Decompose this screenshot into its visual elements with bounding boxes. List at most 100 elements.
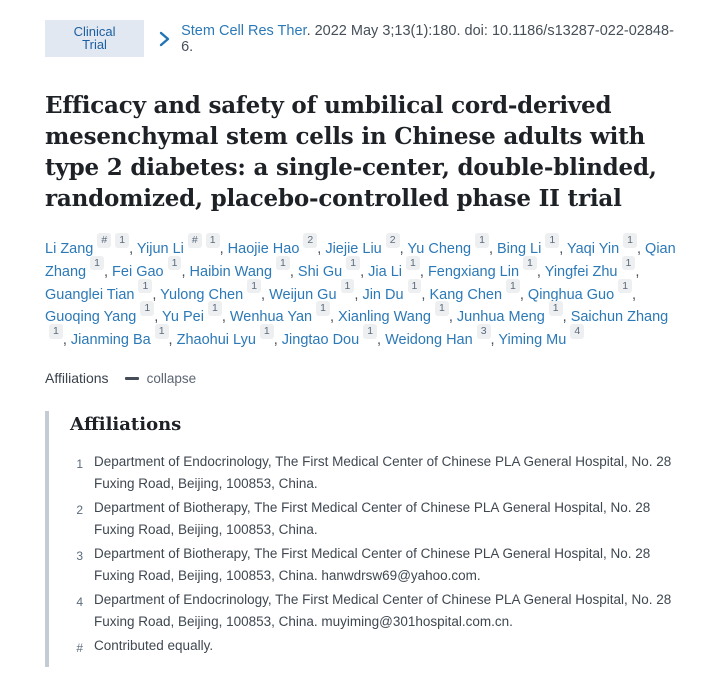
author: Jiejie Liu2,: [325, 233, 407, 257]
author-affiliation-superscript[interactable]: 4: [570, 324, 585, 339]
author-link[interactable]: Xianling Wang: [338, 309, 431, 326]
author-affiliation-superscript[interactable]: 1: [506, 278, 520, 294]
author-link[interactable]: Yijun Li: [136, 240, 184, 257]
author-link[interactable]: Weijun Gu: [269, 286, 337, 303]
author-superscripts: 1: [614, 278, 633, 302]
author-link[interactable]: Jin Du: [362, 286, 404, 303]
author-affiliation-superscript[interactable]: 1: [115, 233, 130, 248]
author-link[interactable]: Qian Zhang: [45, 240, 676, 280]
author-affiliation-superscript[interactable]: 1: [623, 233, 637, 248]
author-link[interactable]: Saichun Zhang: [570, 309, 669, 326]
author: Wenhua Yan1,: [229, 301, 338, 326]
author-link[interactable]: Fei Gao: [112, 263, 164, 280]
author-link[interactable]: Yu Pei: [162, 309, 204, 326]
author: Fei Gao1,: [112, 255, 190, 280]
author-affiliation-superscript[interactable]: 2: [303, 233, 318, 248]
author-link[interactable]: Yulong Chen: [160, 286, 244, 303]
author-link[interactable]: Wenhua Yan: [229, 309, 313, 326]
author-link[interactable]: Jianming Ba: [70, 332, 151, 349]
author: Junhua Meng1,: [456, 301, 571, 326]
author-superscripts: 1: [502, 278, 520, 302]
author-link[interactable]: Shi Gu: [297, 263, 343, 280]
author-link[interactable]: Yiming Mu: [498, 332, 567, 349]
author-affiliation-superscript[interactable]: 1: [523, 255, 537, 271]
author-link[interactable]: Qinghua Guo: [527, 286, 615, 303]
author-affiliation-superscript[interactable]: 1: [545, 233, 560, 248]
author-separator: ,: [219, 240, 224, 257]
author: Fengxiang Lin1,: [427, 255, 545, 280]
author-link[interactable]: Jiejie Liu: [325, 240, 382, 257]
author-separator: ,: [377, 332, 382, 349]
affiliation-item: 1 Department of Endocrinology, The First…: [70, 451, 679, 495]
author-affiliation-superscript[interactable]: 1: [138, 278, 153, 294]
author-link[interactable]: Yingfei Zhu: [544, 263, 618, 280]
author-affiliation-superscript[interactable]: 1: [259, 324, 274, 339]
author-link[interactable]: Li Zang: [45, 240, 94, 257]
author-affiliation-superscript[interactable]: 1: [316, 301, 330, 316]
author-affiliation-superscript[interactable]: 1: [167, 255, 182, 271]
author-link[interactable]: Fengxiang Lin: [427, 263, 520, 280]
author-link[interactable]: Jingtao Dou: [281, 332, 360, 349]
author-affiliation-superscript[interactable]: 1: [435, 301, 449, 316]
author-link[interactable]: Yu Cheng: [407, 240, 472, 257]
author-link[interactable]: Guanglei Tian: [45, 286, 135, 303]
author-link[interactable]: Zhaohui Lyu: [176, 332, 256, 349]
author-affiliation-superscript[interactable]: 2: [385, 233, 400, 248]
author-affiliation-superscript[interactable]: 1: [621, 255, 636, 271]
author-affiliation-superscript[interactable]: 1: [363, 324, 378, 339]
author: Bing Li1,: [497, 233, 567, 257]
author: Haibin Wang1,: [189, 255, 298, 280]
author-separator: ,: [448, 309, 453, 326]
journal-link[interactable]: Stem Cell Res Ther: [181, 22, 307, 39]
author-separator: ,: [488, 240, 493, 257]
author-separator: ,: [635, 263, 640, 280]
author-superscripts: 1: [243, 278, 262, 302]
author-link[interactable]: Weidong Han: [385, 332, 473, 349]
author-link[interactable]: Haojie Hao: [227, 240, 300, 257]
article-title: Efficacy and safety of umbilical cord-de…: [45, 92, 657, 212]
author-affiliation-superscript[interactable]: 1: [406, 255, 420, 271]
author-superscripts: 1: [402, 255, 420, 280]
author-link[interactable]: Junhua Meng: [456, 309, 545, 326]
author-affiliation-superscript[interactable]: 1: [407, 278, 422, 294]
author-link[interactable]: Yaqi Yin: [567, 240, 620, 257]
author-link[interactable]: Kang Chen: [429, 286, 503, 303]
author-affiliation-superscript[interactable]: 3: [476, 324, 491, 339]
author-affiliation-superscript[interactable]: 1: [247, 278, 262, 294]
author-affiliation-superscript[interactable]: 1: [205, 233, 220, 248]
affiliations-collapse-button[interactable]: collapse: [124, 371, 196, 386]
author-separator: ,: [168, 332, 173, 349]
author: Xianling Wang 1,: [338, 301, 457, 326]
author-affiliation-superscript[interactable]: 1: [154, 324, 169, 339]
author-affiliation-superscript[interactable]: 1: [276, 255, 290, 271]
author-link[interactable]: Bing Li: [497, 240, 542, 257]
author-affiliation-superscript[interactable]: 1: [475, 233, 489, 248]
author: Yu Pei1,: [162, 301, 230, 326]
author-superscripts: 1: [471, 233, 489, 257]
author-link[interactable]: Jia Li: [368, 263, 403, 280]
author-superscripts: 1: [359, 324, 378, 348]
author-affiliation-superscript[interactable]: 1: [90, 255, 104, 271]
author-separator: ,: [62, 332, 67, 349]
author-superscripts: 1: [45, 324, 63, 348]
author: Jia Li1,: [368, 255, 428, 280]
author-affiliation-superscript[interactable]: 1: [140, 301, 155, 316]
author: Jingtao Dou1,: [281, 324, 385, 349]
publication-type-badge[interactable]: Clinical Trial: [45, 20, 145, 57]
affiliation-marker: 3: [76, 549, 83, 564]
author-link[interactable]: Guoqing Yang: [45, 309, 137, 326]
author-affiliation-superscript[interactable]: #: [97, 233, 112, 248]
author-affiliation-superscript[interactable]: 1: [49, 324, 63, 339]
author-affiliation-superscript[interactable]: #: [187, 233, 202, 248]
author: Yu Cheng1,: [407, 233, 497, 257]
author-link[interactable]: Haibin Wang: [189, 263, 273, 280]
author-affiliation-superscript[interactable]: 1: [207, 301, 222, 316]
author-separator: ,: [103, 263, 108, 280]
author: Qian Zhang1,: [45, 241, 676, 280]
author-affiliation-superscript[interactable]: 1: [340, 278, 355, 294]
author: Qinghua Guo1,: [527, 278, 636, 303]
author-affiliation-superscript[interactable]: 1: [346, 255, 361, 271]
author-superscripts: 2: [299, 233, 318, 257]
author-affiliation-superscript[interactable]: 1: [618, 278, 633, 294]
author-affiliation-superscript[interactable]: 1: [548, 301, 563, 316]
